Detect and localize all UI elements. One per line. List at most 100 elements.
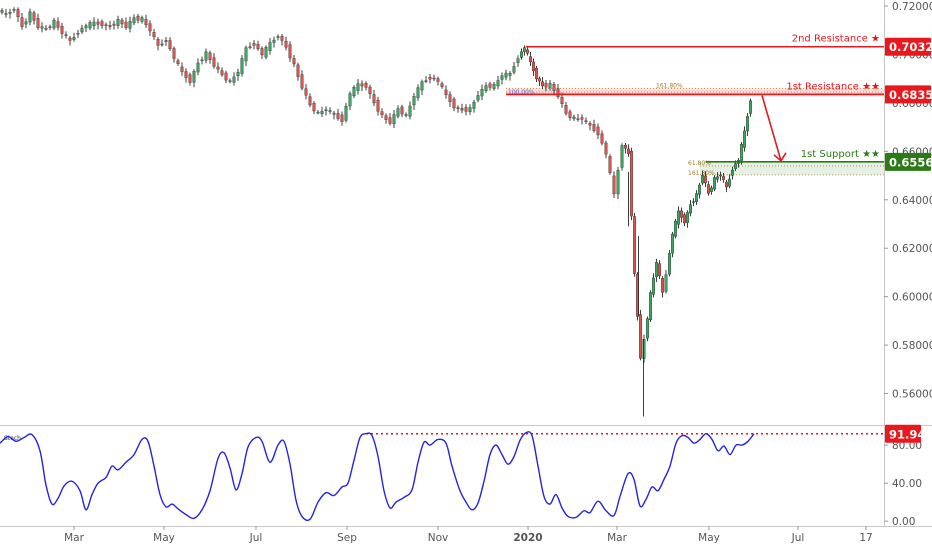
candle-body <box>88 22 92 29</box>
candle-body <box>240 58 244 74</box>
candle-body <box>576 118 580 120</box>
candle-body <box>440 83 444 87</box>
candle-body <box>392 114 396 125</box>
candle-body <box>743 130 747 148</box>
price-tick-label: 0.72000 <box>892 1 932 13</box>
candle-body <box>484 85 488 91</box>
candle-body <box>396 108 400 117</box>
candle-body <box>352 87 356 97</box>
candle-body <box>160 43 164 46</box>
candle-body <box>734 163 738 170</box>
candle-body <box>244 47 248 62</box>
candle-body <box>164 40 168 42</box>
candle-body <box>220 70 224 75</box>
candle-body <box>488 83 492 88</box>
candle-body <box>633 216 637 274</box>
x-tick-label: Nov <box>428 532 449 544</box>
candle-body <box>716 176 720 180</box>
candle-body <box>108 25 112 27</box>
candle-body <box>698 184 702 195</box>
candle-body <box>300 74 304 89</box>
candle-body <box>707 184 711 194</box>
level-value-label: 0.68354 <box>889 88 932 102</box>
x-tick-label: Sep <box>337 532 357 544</box>
candle-body <box>701 175 705 184</box>
candle-body <box>84 25 88 29</box>
candle-body <box>689 204 693 214</box>
candle-body <box>40 26 44 29</box>
candle-body <box>677 210 681 225</box>
candle-body <box>564 105 568 114</box>
level-value-label: 0.65568 <box>889 155 932 169</box>
candle-body <box>184 71 188 78</box>
price-tick-label: 0.58000 <box>892 340 932 352</box>
candle-body <box>224 72 228 81</box>
candle-body <box>76 33 80 35</box>
candle-body <box>658 263 662 277</box>
candle-body <box>256 43 260 49</box>
candle-body <box>216 66 220 70</box>
level-label: 1st Resistance ★★ <box>786 81 880 92</box>
stoch-tick-label: 0.00 <box>892 516 915 528</box>
candle-body <box>728 178 732 187</box>
fib-label-support-top: 61.80% <box>688 160 711 167</box>
candle-body <box>284 40 288 48</box>
candle-body <box>120 19 124 25</box>
stoch-value-label: 91.94 <box>889 427 925 441</box>
stoch-value-badge <box>885 424 921 443</box>
candle-body <box>116 18 120 26</box>
candle-body <box>124 21 128 28</box>
candle-body <box>92 21 96 26</box>
candle-body <box>20 17 24 27</box>
candle-body <box>332 112 336 115</box>
candle-body <box>16 9 20 18</box>
candle-body <box>492 84 496 89</box>
candle-body <box>722 176 726 180</box>
candle-body <box>725 181 729 188</box>
candle-body <box>308 96 312 106</box>
candle-body <box>236 71 240 77</box>
stoch-line[interactable] <box>0 431 755 521</box>
level-value-badge <box>885 152 931 171</box>
candle-body <box>674 220 678 237</box>
candle-body <box>668 253 672 275</box>
candle-body <box>168 40 172 49</box>
candle-body <box>538 78 542 82</box>
candle-body <box>272 39 276 43</box>
level-label: 2nd Resistance ★ <box>792 34 880 45</box>
candle-body <box>661 278 665 293</box>
candle-body <box>360 83 364 87</box>
candle-body <box>172 48 176 59</box>
candle-body <box>420 81 424 91</box>
candle-body <box>464 107 468 112</box>
candle-body <box>288 44 292 59</box>
candle-body <box>620 145 624 168</box>
candle-body <box>320 111 324 115</box>
candle-body <box>704 175 708 184</box>
candle-body <box>686 212 690 223</box>
candle-body <box>630 150 634 217</box>
candle-body <box>468 107 472 112</box>
candle-body <box>208 52 212 60</box>
fib-label-support-bottom: 161.80% <box>688 170 715 177</box>
price-pane[interactable]: 0.560000.580000.600000.620000.640000.660… <box>0 0 932 527</box>
candle-body <box>584 120 588 122</box>
candle-body <box>544 83 548 88</box>
candle-body <box>28 11 32 23</box>
candle-body <box>516 58 520 63</box>
candle-body <box>268 42 272 51</box>
candle-body <box>264 47 268 58</box>
candle-body <box>12 9 16 11</box>
candle-body <box>176 60 180 64</box>
candle-body <box>624 144 628 149</box>
candle-body <box>104 24 108 26</box>
candle-body <box>228 80 232 82</box>
candle-body <box>212 57 216 67</box>
candle-body <box>44 28 48 30</box>
candle-body <box>416 87 420 98</box>
x-tick-label: Mar <box>64 532 84 544</box>
candle-body <box>376 100 380 112</box>
